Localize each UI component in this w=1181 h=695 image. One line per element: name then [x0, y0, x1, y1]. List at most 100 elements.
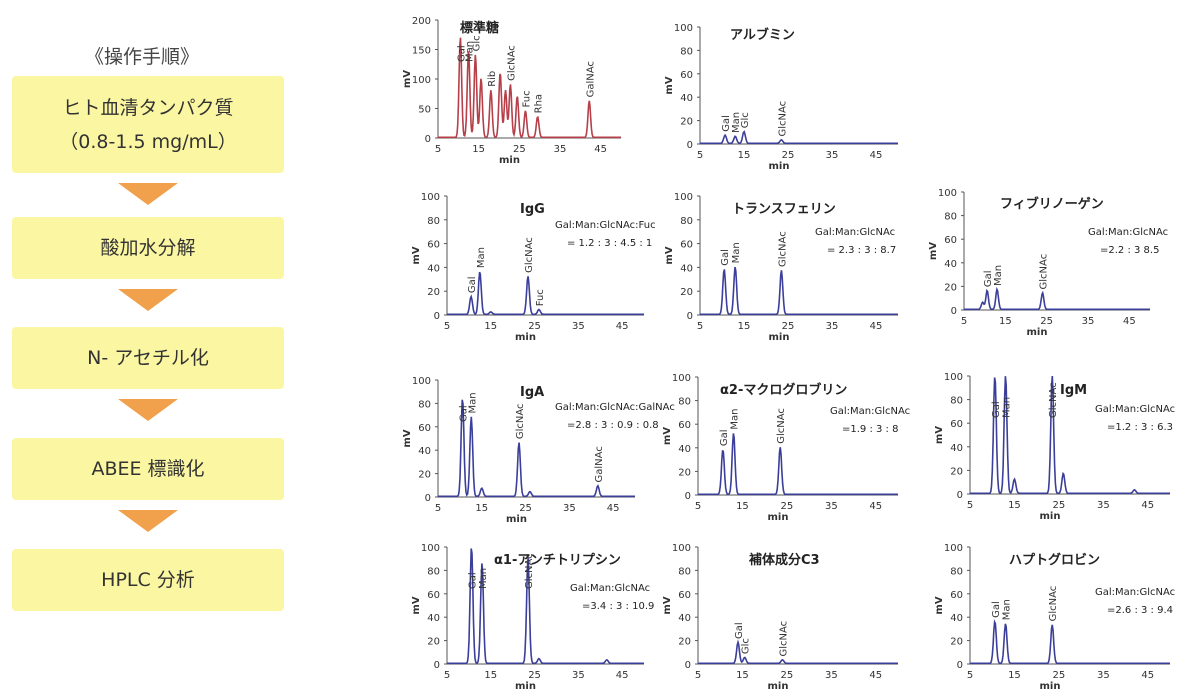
ratio-value: = 2.3 : 3 : 8.7 [827, 245, 896, 256]
ratio-label: Gal:Man:GlcNAc [1095, 587, 1175, 598]
step-line: （0.8-1.5 mg/mL） [59, 130, 237, 153]
x-tick-label: 45 [1141, 500, 1154, 511]
chromatogram-trace [698, 639, 898, 665]
y-tick-label: 40 [680, 263, 693, 274]
chromatogram-trace [970, 375, 1170, 495]
y-tick-label: 60 [427, 240, 440, 251]
y-tick-label: 20 [950, 466, 963, 477]
y-tick-label: 60 [427, 590, 440, 601]
down-arrow-icon [118, 399, 178, 421]
x-tick-label: 35 [826, 321, 839, 332]
y-tick-label: 40 [950, 443, 963, 454]
x-tick-label: 35 [825, 670, 838, 681]
x-axis-label: min [1040, 511, 1061, 522]
chromatogram-trace [438, 399, 635, 498]
x-tick-label: 25 [519, 503, 532, 514]
peak-label: Gal [456, 45, 467, 62]
y-tick-label: 60 [950, 590, 963, 601]
x-tick-label: 35 [572, 321, 585, 332]
x-axis-label: min [768, 681, 789, 692]
x-tick-label: 25 [513, 144, 526, 155]
x-tick-label: 35 [572, 670, 585, 681]
chart-panel: 0 20 40 60 80 100 5 15 25 35 45 min mV ハプトグロビン Gal Man G… [934, 543, 1175, 692]
step-sample: ヒト血清タンパク質 （0.8-1.5 mg/mL） [12, 76, 284, 173]
x-tick-label: 15 [484, 670, 497, 681]
chart-title: α1-アンチトリプシン [494, 553, 621, 568]
ratio-label: Gal:Man:GlcNAc [815, 227, 895, 238]
y-tick-label: 100 [412, 75, 431, 86]
x-axis-label: min [769, 161, 790, 172]
y-tick-label: 60 [418, 423, 431, 434]
y-tick-label: 20 [950, 637, 963, 648]
procedure-title: 《操作手順》 [85, 46, 200, 68]
x-tick-label: 25 [528, 321, 541, 332]
peak-label: Gal [720, 249, 731, 266]
x-tick-label: 25 [528, 670, 541, 681]
y-tick-label: 40 [427, 263, 440, 274]
chart-title: IgG [520, 202, 545, 217]
peak-label: Rib [487, 71, 498, 87]
y-tick-label: 20 [418, 470, 431, 481]
y-tick-label: 80 [680, 46, 693, 57]
x-tick-label: 15 [1008, 500, 1021, 511]
y-tick-label: 80 [678, 397, 691, 408]
ratio-label: Gal:Man:GlcNAc [1088, 227, 1168, 238]
peak-label: GalNAc [594, 446, 605, 482]
y-tick-label: 100 [674, 192, 693, 203]
ratio-label: Gal:Man:GlcNAc [570, 583, 650, 594]
chromatogram-trace [700, 266, 898, 316]
chart-title: IgM [1060, 383, 1087, 398]
y-tick-label: 0 [685, 660, 691, 671]
y-tick-label: 40 [944, 259, 957, 270]
y-tick-label: 20 [427, 637, 440, 648]
y-axis-label: mV [411, 246, 422, 264]
y-tick-label: 100 [412, 376, 431, 387]
y-tick-label: 60 [944, 235, 957, 246]
y-axis-label: mV [934, 596, 945, 614]
y-tick-label: 60 [678, 590, 691, 601]
peak-label: GlcNAc [777, 231, 788, 267]
y-tick-label: 40 [418, 446, 431, 457]
x-tick-label: 15 [472, 144, 485, 155]
peak-label: Gal [468, 572, 479, 589]
chart-title: 標準糖 [460, 20, 499, 36]
x-tick-label: 5 [695, 670, 701, 681]
ratio-label: Gal:Man:GlcNAc [830, 406, 910, 417]
x-tick-label: 15 [999, 316, 1012, 327]
step-abee-labeling: ABEE 標識化 [12, 438, 284, 500]
y-tick-label: 50 [418, 105, 431, 116]
chromatogram-trace [700, 130, 898, 145]
x-axis-label: min [1040, 681, 1061, 692]
y-tick-label: 40 [950, 613, 963, 624]
x-tick-label: 25 [781, 501, 794, 512]
y-tick-label: 0 [687, 311, 693, 322]
peak-label: Man [467, 392, 478, 413]
peak-label: Man [465, 41, 476, 62]
peak-label: Man [730, 409, 741, 430]
x-tick-label: 25 [781, 670, 794, 681]
y-tick-label: 200 [412, 16, 431, 27]
chart-panel: 0 20 40 60 80 100 5 15 25 35 45 min mV フィブリノーゲン GalMan… [928, 188, 1168, 338]
peak-label: GlcNAc [515, 404, 526, 440]
peak-label: GlcNAc [524, 237, 535, 273]
y-tick-label: 100 [938, 188, 957, 199]
peak-label: GlcNAc [506, 45, 517, 81]
y-tick-label: 40 [678, 613, 691, 624]
x-tick-label: 5 [697, 150, 703, 161]
peak-label: Glc [741, 638, 752, 654]
y-tick-label: 60 [678, 420, 691, 431]
y-tick-label: 60 [680, 70, 693, 81]
y-tick-label: 40 [680, 93, 693, 104]
step-line: HPLC 分析 [101, 569, 195, 591]
x-tick-label: 45 [594, 144, 607, 155]
y-tick-label: 0 [957, 490, 963, 501]
step-hplc: HPLC 分析 [12, 549, 284, 611]
x-tick-label: 5 [444, 670, 450, 681]
y-axis-label: mV [402, 70, 413, 88]
ratio-label: Gal:Man:GlcNAc [1095, 404, 1175, 415]
chart-title: ハプトグロビン [1009, 552, 1100, 568]
chart-panel: 0 20 40 60 80 100 5 15 25 35 45 min mV α1-アンチトリプシン Gal… [411, 543, 654, 692]
chart-title: アルブミン [730, 27, 795, 43]
